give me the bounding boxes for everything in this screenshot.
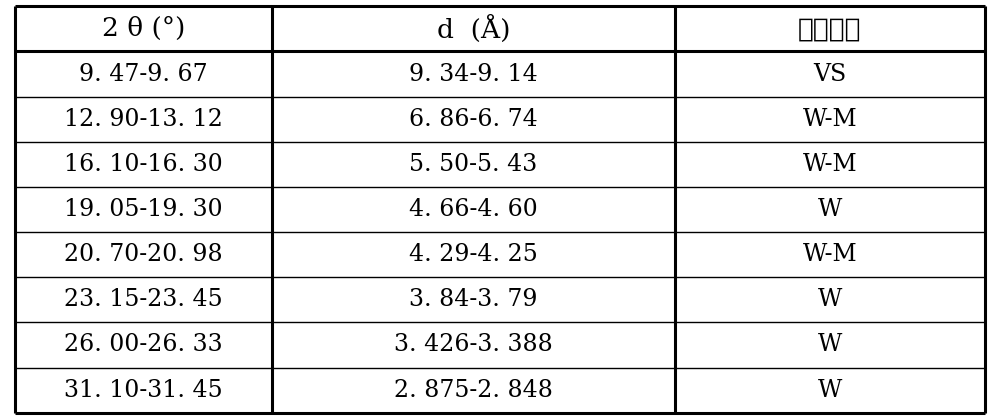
Text: 3. 84-3. 79: 3. 84-3. 79 (409, 288, 538, 311)
Text: 5. 50-5. 43: 5. 50-5. 43 (409, 153, 537, 176)
Text: W-M: W-M (802, 153, 857, 176)
Text: 16. 10-16. 30: 16. 10-16. 30 (64, 153, 223, 176)
Text: 6. 86-6. 74: 6. 86-6. 74 (409, 108, 538, 131)
Bar (272, 6, 675, 52)
Bar (272, 52, 675, 97)
Bar (675, 142, 985, 187)
Text: 23. 15-23. 45: 23. 15-23. 45 (64, 288, 223, 311)
Text: 3. 426-3. 388: 3. 426-3. 388 (394, 334, 553, 357)
Bar (15, 6, 272, 52)
Bar (15, 367, 272, 413)
Bar (675, 52, 985, 97)
Bar (272, 142, 675, 187)
Bar (272, 277, 675, 322)
Bar (675, 277, 985, 322)
Text: 9. 34-9. 14: 9. 34-9. 14 (409, 62, 538, 85)
Bar (675, 97, 985, 142)
Text: W-M: W-M (802, 243, 857, 266)
Text: W: W (818, 334, 842, 357)
Bar (15, 52, 272, 97)
Bar (675, 6, 985, 52)
Text: 31. 10-31. 45: 31. 10-31. 45 (64, 379, 223, 402)
Text: W: W (818, 198, 842, 221)
Text: 4. 29-4. 25: 4. 29-4. 25 (409, 243, 538, 266)
Text: 19. 05-19. 30: 19. 05-19. 30 (64, 198, 223, 221)
Bar (15, 97, 272, 142)
Text: VS: VS (813, 62, 846, 85)
Text: 9. 47-9. 67: 9. 47-9. 67 (79, 62, 208, 85)
Bar (272, 97, 675, 142)
Text: W: W (818, 379, 842, 402)
Bar (272, 367, 675, 413)
Text: 2. 875-2. 848: 2. 875-2. 848 (394, 379, 553, 402)
Bar (675, 367, 985, 413)
Text: W-M: W-M (802, 108, 857, 131)
Text: 26. 00-26. 33: 26. 00-26. 33 (64, 334, 223, 357)
Bar (272, 322, 675, 367)
Text: 12. 90-13. 12: 12. 90-13. 12 (64, 108, 223, 131)
Bar (675, 322, 985, 367)
Text: 4. 66-4. 60: 4. 66-4. 60 (409, 198, 538, 221)
Bar (272, 232, 675, 277)
Bar (15, 277, 272, 322)
Bar (15, 187, 272, 232)
Bar (15, 322, 272, 367)
Text: W: W (818, 288, 842, 311)
Bar (15, 232, 272, 277)
Text: 相对强度: 相对强度 (798, 16, 862, 41)
Bar (675, 232, 985, 277)
Bar (15, 142, 272, 187)
Bar (272, 187, 675, 232)
Text: 2 θ (°): 2 θ (°) (102, 16, 185, 41)
Text: d  (Å): d (Å) (437, 15, 510, 43)
Text: 20. 70-20. 98: 20. 70-20. 98 (64, 243, 223, 266)
Bar (675, 187, 985, 232)
